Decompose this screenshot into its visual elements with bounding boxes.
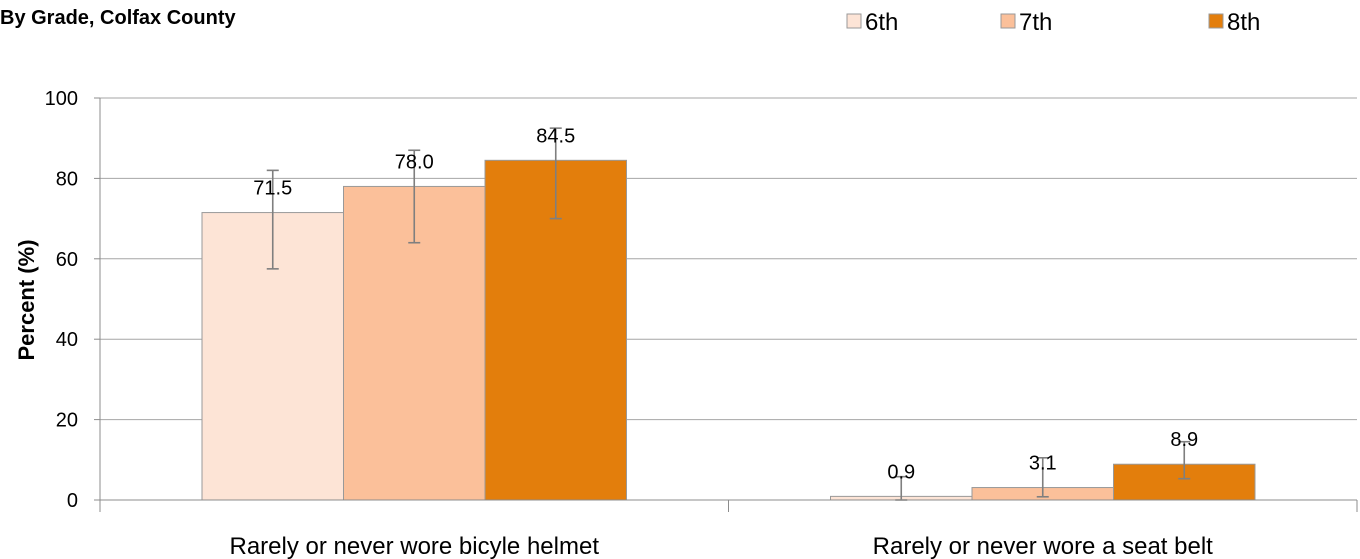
data-label-8th-0: 84.5 [536, 125, 575, 147]
x-category-label: Rarely or never wore a seat belt [873, 533, 1213, 559]
legend-label-6th: 6th [865, 9, 898, 36]
y-tick-label: 60 [56, 249, 78, 271]
legend-swatch-6th [846, 13, 862, 29]
x-category-label: Rarely or never wore bicyle helmet [230, 533, 600, 559]
data-label-7th-0: 78.0 [395, 151, 434, 173]
legend-swatch-7th [1000, 13, 1016, 29]
y-axis-ticks: 0 20 40 60 80 100 [45, 88, 100, 512]
data-label-7th-1: 3.1 [1029, 453, 1057, 475]
legend-label-8th: 8th [1227, 9, 1260, 36]
y-tick-label: 0 [67, 490, 78, 512]
x-axis: Rarely or never wore bicyle helmet Rarely… [99, 98, 1358, 559]
y-tick-label: 40 [56, 329, 78, 351]
y-tick-label: 100 [45, 88, 78, 110]
chart-title: By Grade, Colfax County [0, 7, 236, 29]
y-tick-label: 80 [56, 168, 78, 190]
data-label-8th-1: 8.9 [1170, 429, 1198, 451]
legend: 6th 7th 8th [846, 9, 1260, 36]
legend-swatch-8th [1208, 13, 1224, 29]
bars [201, 159, 1256, 501]
data-label-6th-0: 71.5 [253, 178, 292, 200]
y-axis-label: Percent (%) [14, 239, 39, 360]
legend-label-7th: 7th [1019, 9, 1052, 36]
data-labels: 71.5 0.9 78.0 3.1 84.5 8.9 [253, 125, 1198, 483]
data-label-6th-1: 0.9 [887, 461, 915, 483]
y-tick-label: 20 [56, 410, 78, 432]
